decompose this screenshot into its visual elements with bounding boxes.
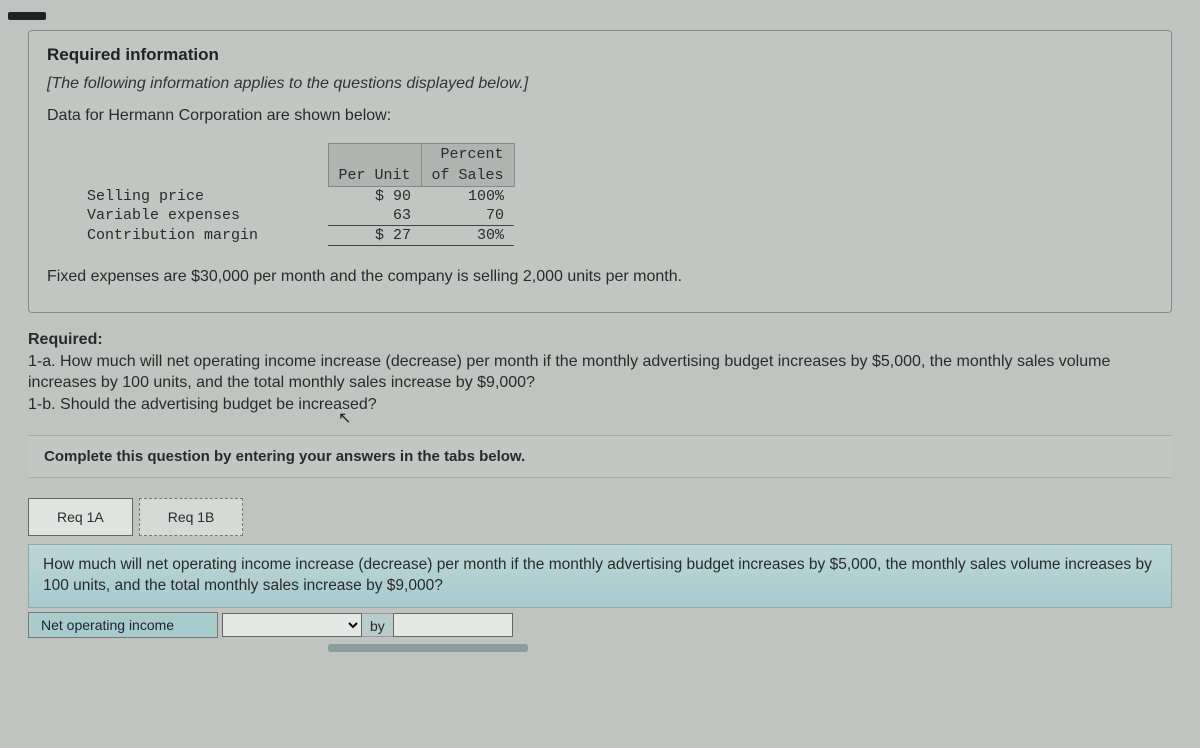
table-row: Selling price $ 90 100% [77, 187, 514, 207]
answer-label: Net operating income [28, 612, 218, 638]
question-1a: 1-a. How much will net operating income … [28, 353, 1110, 392]
required-title: Required: [28, 331, 103, 348]
collapse-handle[interactable] [8, 12, 46, 20]
by-label: by [362, 613, 393, 637]
info-note: [The following information applies to th… [47, 75, 1153, 93]
tab-req-1a[interactable]: Req 1A [28, 498, 133, 536]
fixed-expenses-line: Fixed expenses are $30,000 per month and… [47, 268, 1153, 286]
question-prompt: How much will net operating income incre… [28, 544, 1172, 608]
col-per-unit: Per Unit [328, 144, 421, 187]
col-pct-b: of Sales [421, 165, 514, 187]
required-block: Required: 1-a. How much will net operati… [28, 329, 1172, 415]
tab-req-1b[interactable]: Req 1B [139, 498, 244, 536]
table-row: Variable expenses 63 70 [77, 206, 514, 226]
instruction-bar: Complete this question by entering your … [28, 435, 1172, 478]
increase-decrease-select[interactable] [222, 613, 362, 637]
info-title: Required information [47, 45, 1153, 65]
amount-input[interactable] [393, 613, 513, 637]
required-information-panel: Required information [The following info… [28, 30, 1172, 313]
tabs: Req 1A Req 1B [28, 498, 1172, 536]
horizontal-scrollbar[interactable] [328, 644, 528, 652]
question-1b: 1-b. Should the advertising budget be in… [28, 396, 377, 413]
col-pct-a: Percent [421, 144, 514, 166]
table-row: Contribution margin $ 27 30% [77, 226, 514, 246]
answer-row: Net operating income by [28, 612, 1172, 638]
info-intro: Data for Hermann Corporation are shown b… [47, 107, 1153, 125]
data-table: Per Unit Percent of Sales Selling price … [77, 143, 515, 246]
